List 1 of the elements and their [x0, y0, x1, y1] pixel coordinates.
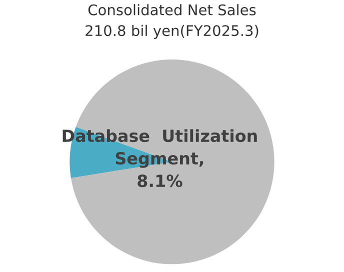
chart-title: Consolidated Net Sales 210.8 bil yen(FY2025.3) [86, 4, 258, 39]
